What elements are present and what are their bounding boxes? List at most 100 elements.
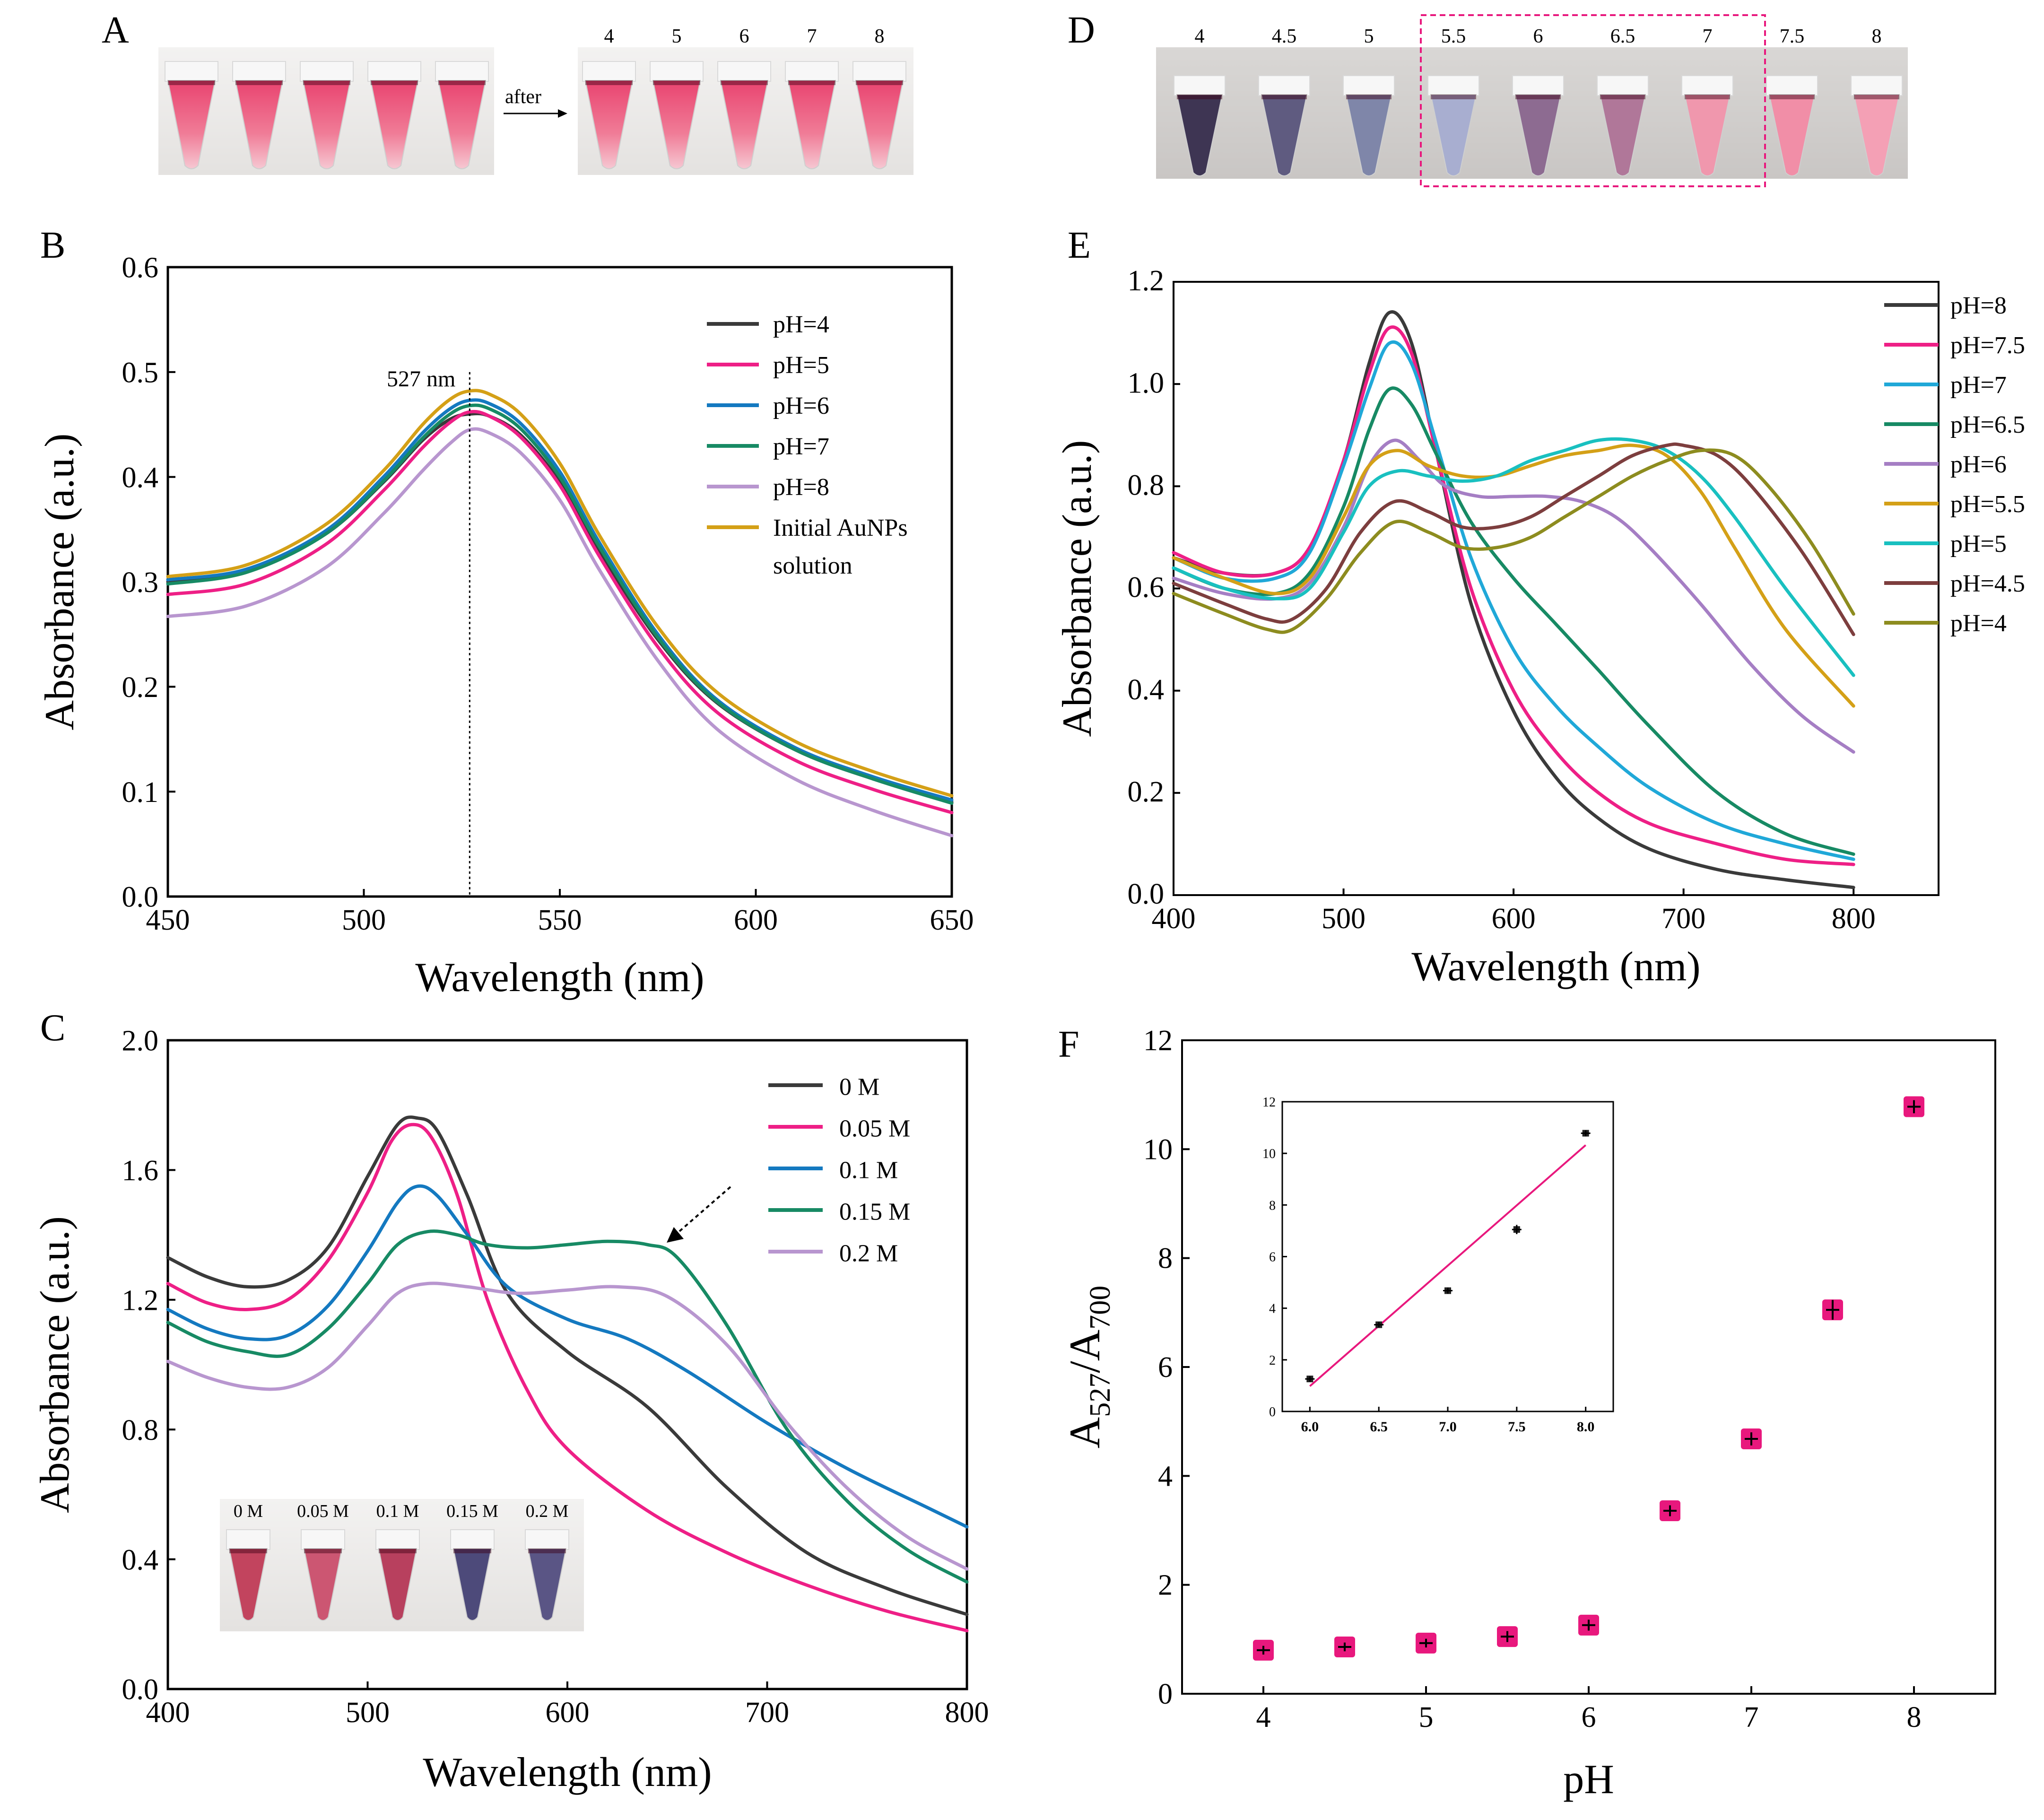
y-tick-label: 4 — [1158, 1460, 1173, 1492]
series-line-3 — [166, 398, 954, 802]
tube-label: 7 — [1703, 26, 1713, 47]
y-tick-label: 0.4 — [1128, 674, 1165, 706]
x-tick-label: 8 — [1907, 1701, 1922, 1733]
legend-label: 0 M — [839, 1073, 879, 1100]
inset-tube-label: 0.15 M — [446, 1501, 498, 1521]
y-tick-label: 0.4 — [122, 462, 159, 494]
x-tick-label: 500 — [346, 1697, 390, 1729]
x-tick-label: 600 — [1492, 903, 1536, 935]
tube-label: 8 — [875, 26, 885, 47]
tube-label: 8 — [1872, 26, 1882, 47]
x-tick-label: 600 — [546, 1697, 590, 1729]
y-label-subscript: 527 — [1084, 1373, 1116, 1417]
legend-label: 0.15 M — [839, 1198, 910, 1225]
series-line-6 — [166, 389, 954, 798]
inset-x-tick-label: 6.5 — [1370, 1419, 1388, 1435]
legend-label: pH=6 — [773, 392, 829, 419]
tube-ph — [1766, 75, 1818, 176]
inset-tube-label: 0 M — [234, 1501, 263, 1521]
inset-tube — [525, 1529, 569, 1621]
series-line-9 — [1172, 448, 1855, 634]
series-line-4 — [166, 403, 954, 805]
inset-tube-label: 0.2 M — [526, 1501, 569, 1521]
inset-y-tick-label: 12 — [1262, 1095, 1276, 1110]
series-line-5 — [1172, 438, 1855, 754]
inset-x-tick-label: 7.5 — [1508, 1419, 1526, 1435]
trend-arrow — [675, 1186, 731, 1235]
inset-frame — [1281, 1101, 1614, 1412]
x-tick-label: 600 — [734, 904, 778, 936]
tube-ph — [1174, 75, 1226, 176]
panel-label-b: B — [40, 225, 65, 266]
tube-ph — [1343, 75, 1395, 176]
series-line-2 — [166, 409, 954, 814]
y-tick-label: 1.2 — [1128, 265, 1165, 297]
legend-label: pH=7 — [773, 433, 829, 460]
y-tick-label: 0.4 — [122, 1544, 159, 1576]
fit-line — [1309, 1144, 1586, 1387]
panel-label-e: E — [1068, 225, 1091, 266]
chart-b: 450 500 550 600 650 0.0 0.1 0.2 0.3 0.4 0.5 0.6 Wave… — [37, 252, 974, 1001]
series-line-2 — [166, 1123, 969, 1632]
x-tick-label: 550 — [538, 904, 582, 936]
tube-after — [650, 61, 704, 169]
x-tick-label: 5 — [1419, 1701, 1434, 1733]
x-tick-label: 650 — [930, 904, 974, 936]
tube-ph — [1512, 75, 1564, 176]
y-tick-label: 0.6 — [1128, 572, 1165, 604]
tube-label: 5 — [1364, 26, 1374, 47]
y-axis-label: Absorbance (a.u.) — [32, 1216, 78, 1513]
inset-x-tick-label: 8.0 — [1577, 1419, 1595, 1435]
y-tick-label: 0.2 — [1128, 776, 1165, 808]
x-tick-label: 400 — [146, 1697, 190, 1729]
tube-ph — [1427, 75, 1479, 176]
y-label-subscript: 700 — [1084, 1286, 1116, 1330]
legend-label: pH=5 — [773, 352, 829, 379]
chart-c: 400 500 600 700 800 0.0 0.4 0.8 1.2 1.6 2.0 Wavelen… — [32, 1025, 989, 1795]
x-tick-label: 450 — [146, 904, 190, 936]
y-tick-label: 8 — [1158, 1243, 1173, 1275]
y-tick-label: 1.2 — [122, 1285, 159, 1317]
y-tick-label: 1.6 — [122, 1155, 159, 1187]
y-tick-label: 0.0 — [122, 881, 159, 914]
inset-x-tick-label: 6.0 — [1301, 1419, 1319, 1435]
y-tick-label: 6 — [1158, 1351, 1173, 1384]
tube-label: 7 — [807, 26, 817, 47]
x-tick-label: 500 — [342, 904, 386, 936]
inset-y-tick-label: 6 — [1269, 1250, 1276, 1265]
y-axis-label: Absorbance (a.u.) — [1054, 440, 1100, 737]
tube-after — [582, 61, 636, 169]
highlight-box — [1420, 14, 1766, 187]
y-tick-label: 0.8 — [1128, 470, 1165, 502]
inset-tube — [226, 1529, 270, 1621]
tube-label: 6.5 — [1610, 26, 1635, 47]
tube-before — [435, 61, 489, 169]
series-line-5 — [166, 1281, 969, 1571]
inset-y-tick-label: 2 — [1269, 1353, 1276, 1368]
tube-before — [367, 61, 421, 169]
y-tick-label: 2 — [1158, 1569, 1173, 1602]
tube-before — [165, 61, 218, 169]
legend-label: 0.1 M — [839, 1157, 898, 1184]
y-axis-label: A527/A700 — [1061, 1286, 1116, 1448]
legend-label: 0.2 M — [839, 1240, 898, 1267]
inset-y-tick-label: 0 — [1269, 1405, 1276, 1419]
tube-label: 6 — [1533, 26, 1543, 47]
tube-after — [785, 61, 839, 169]
inset-tube-label: 0.05 M — [297, 1501, 349, 1521]
series-line-8 — [1172, 442, 1855, 636]
tube-ph — [1851, 75, 1903, 176]
panel-a-arrow: after — [504, 86, 567, 118]
tube-after — [717, 61, 771, 169]
inset-photo: 0 M 0.05 M 0.1 M 0.15 M 0.2 M — [220, 1499, 584, 1631]
series-line-2 — [1172, 325, 1855, 866]
x-tick-label: 800 — [945, 1697, 989, 1729]
y-tick-label: 0 — [1158, 1678, 1173, 1710]
inset-y-tick-label: 4 — [1269, 1302, 1276, 1316]
y-tick-label: 0.8 — [122, 1414, 159, 1446]
series-line-5 — [166, 427, 954, 837]
y-tick-label: 0.6 — [122, 252, 159, 284]
x-tick-label: 700 — [1661, 903, 1705, 935]
y-tick-label: 0.1 — [122, 776, 159, 809]
